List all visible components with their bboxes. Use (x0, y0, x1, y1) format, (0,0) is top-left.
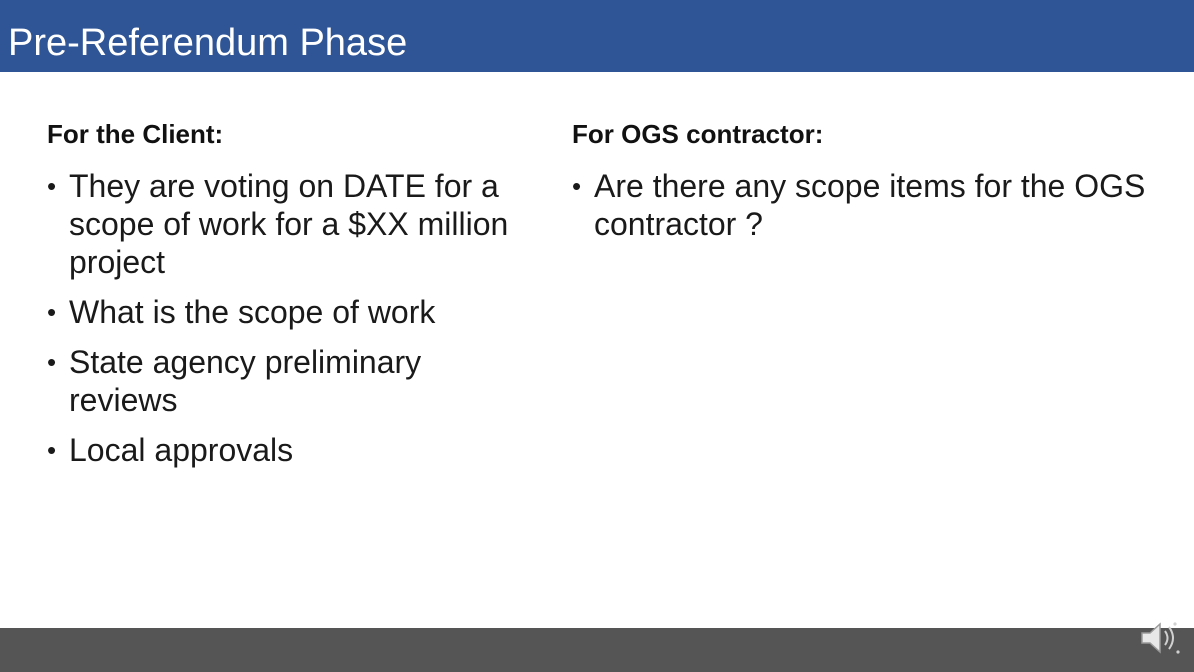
speaker-icon[interactable] (1138, 618, 1182, 658)
bullet-marker: • (572, 171, 582, 201)
bottom-bar (0, 628, 1194, 672)
title-bar: Pre-Referendum Phase (0, 0, 1194, 72)
list-item: • State agency preliminary reviews (47, 343, 527, 419)
bullet-marker: • (47, 347, 57, 377)
bullet-marker: • (47, 297, 57, 327)
slide-title: Pre-Referendum Phase (8, 22, 408, 64)
bullet-text: Are there any scope items for the OGS co… (594, 168, 1146, 242)
client-bullet-list: • They are voting on DATE for a scope of… (47, 167, 527, 469)
bullet-marker: • (47, 435, 57, 465)
list-item: • Local approvals (47, 431, 527, 469)
list-item: • Are there any scope items for the OGS … (572, 167, 1152, 243)
contractor-heading: For OGS contractor: (572, 119, 824, 149)
bullet-text: What is the scope of work (69, 294, 436, 330)
bullet-text: They are voting on DATE for a scope of w… (69, 168, 509, 280)
contractor-bullet-list: • Are there any scope items for the OGS … (572, 167, 1152, 243)
bullet-marker: • (47, 171, 57, 201)
client-column: For the Client: • They are voting on DAT… (47, 118, 527, 481)
list-item: • What is the scope of work (47, 293, 527, 331)
bullet-text: Local approvals (69, 432, 294, 468)
list-item: • They are voting on DATE for a scope of… (47, 167, 527, 281)
contractor-column: For OGS contractor: • Are there any scop… (572, 118, 1152, 255)
client-heading: For the Client: (47, 119, 224, 149)
bullet-text: State agency preliminary reviews (69, 344, 422, 418)
